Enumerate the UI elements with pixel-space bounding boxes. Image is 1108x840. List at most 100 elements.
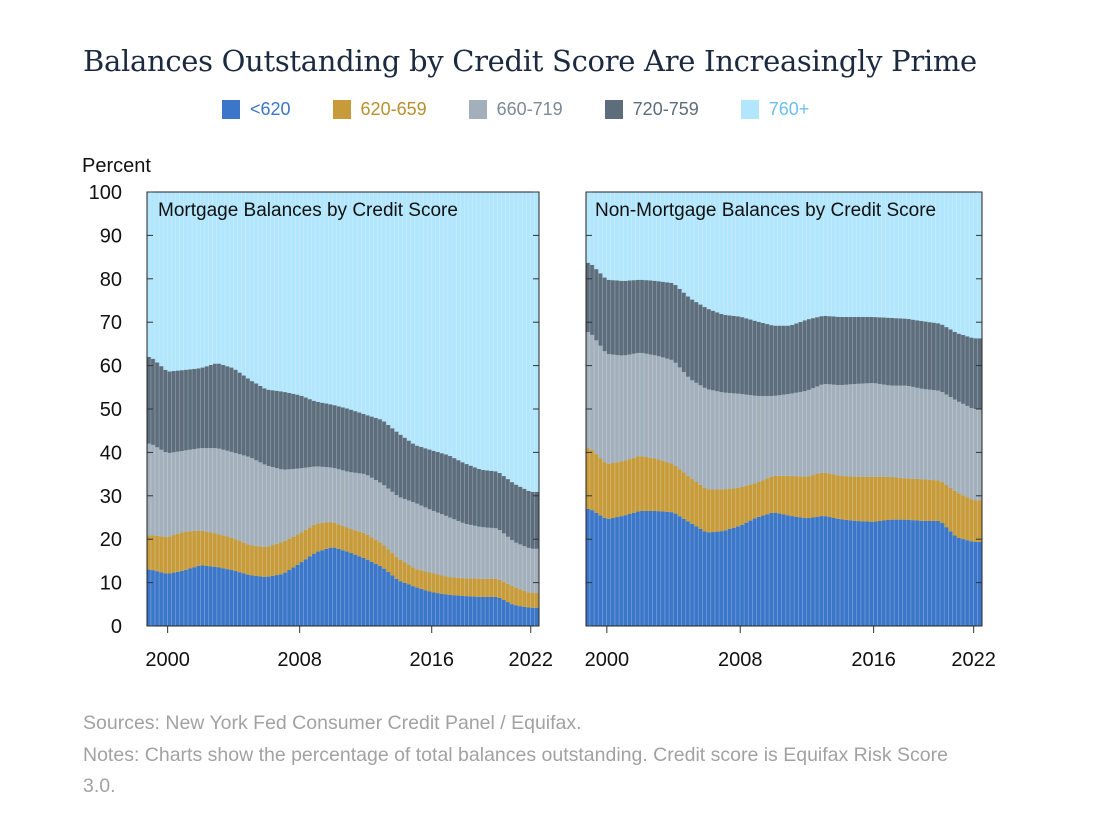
y-tick-label: 70 [100,312,122,334]
bar-segment-0 [961,539,966,626]
bar-segment-0 [345,551,350,626]
bar-segment-3 [923,321,928,390]
bar-segment-3 [906,319,912,386]
bar-segment-4 [196,192,201,369]
bar-segment-2 [270,467,275,546]
bar-segment-4 [619,192,624,281]
bar-segment-1 [819,472,824,517]
bar-segment-3 [936,323,941,391]
bar-segment-3 [229,367,234,452]
bar-segment-1 [640,456,645,511]
bar-segment-0 [246,574,251,626]
bar-segment-1 [656,459,662,512]
bar-segment-1 [952,490,957,536]
y-tick-label: 60 [100,356,122,378]
bar-segment-3 [477,468,482,527]
bar-segment-3 [840,316,845,385]
bar-segment-2 [965,405,970,498]
bar-segment-1 [299,532,304,563]
bar-segment-1 [831,474,837,518]
bar-segment-0 [973,541,978,626]
bar-segment-4 [241,192,247,376]
bar-segment-3 [944,327,949,395]
bar-segment-4 [481,192,486,470]
bar-segment-4 [514,192,519,485]
bar-segment-3 [969,337,974,408]
bar-segment-0 [373,563,379,626]
bar-segment-1 [865,476,870,522]
bar-segment-4 [464,192,469,465]
bar-segment-4 [894,192,899,319]
bar-segment-3 [200,367,205,449]
bar-segment-4 [686,192,691,297]
bar-segment-4 [477,192,482,469]
bar-segment-3 [312,400,317,467]
legend-item-620-659: 620-659 [332,99,427,120]
bar-segment-2 [295,468,300,535]
bar-segment-0 [192,567,197,626]
bar-segment-4 [877,192,882,318]
bar-segment-3 [790,324,795,394]
bar-segment-0 [673,513,678,626]
bar-segment-1 [777,475,782,514]
bar-segment-1 [919,479,924,521]
bar-segment-0 [744,522,749,626]
bar-segment-0 [439,593,445,626]
bar-segment-3 [279,391,284,470]
bar-segment-0 [514,605,519,626]
bar-segment-1 [217,534,222,568]
bar-segment-1 [765,478,770,515]
bar-segment-3 [171,371,176,453]
bar-segment-1 [969,499,974,542]
bar-segment-0 [702,531,707,626]
bar-segment-4 [931,192,937,323]
bar-segment-1 [320,522,325,551]
bar-segment-0 [740,524,745,626]
bar-segment-2 [184,450,189,532]
bar-segment-2 [241,455,247,543]
bar-segment-0 [159,572,164,626]
bar-segment-3 [836,316,841,385]
bar-segment-1 [427,572,432,592]
bar-segment-1 [840,475,845,520]
bar-segment-0 [477,596,482,626]
bar-segment-3 [369,416,374,478]
bar-segment-0 [748,520,753,626]
bar-segment-4 [827,192,832,317]
bar-segment-4 [497,192,502,474]
bar-segment-1 [477,578,482,597]
bar-segment-0 [518,606,523,626]
bar-segment-3 [611,280,616,355]
bar-segment-0 [844,519,849,626]
bar-segment-2 [769,395,774,477]
bar-segment-4 [881,192,887,318]
bar-segment-3 [340,407,346,471]
bar-segment-1 [686,475,691,522]
bar-segment-3 [266,389,271,466]
bar-segment-0 [936,520,941,626]
bar-segment-4 [262,192,267,389]
bar-segment-4 [944,192,949,328]
bar-segment-3 [865,316,870,384]
bar-segment-3 [773,325,778,396]
bar-segment-0 [279,574,284,626]
bar-segment-3 [192,368,197,450]
bar-segment-2 [748,395,753,485]
bar-segment-4 [752,192,757,321]
bar-segment-3 [894,318,899,386]
bar-segment-4 [266,192,271,390]
bar-segment-1 [927,479,932,521]
bar-segment-1 [510,585,515,605]
bar-segment-2 [890,385,895,477]
bar-segment-3 [702,307,707,388]
bar-segment-4 [602,192,607,278]
bar-segment-4 [406,192,412,441]
bar-segment-0 [977,541,982,626]
bar-segment-3 [719,314,724,393]
bar-segment-4 [869,192,874,317]
bar-segment-0 [886,519,891,626]
bar-segment-3 [514,484,519,543]
bar-segment-4 [518,192,523,487]
bar-segment-0 [840,519,845,626]
bar-segment-3 [952,331,957,400]
